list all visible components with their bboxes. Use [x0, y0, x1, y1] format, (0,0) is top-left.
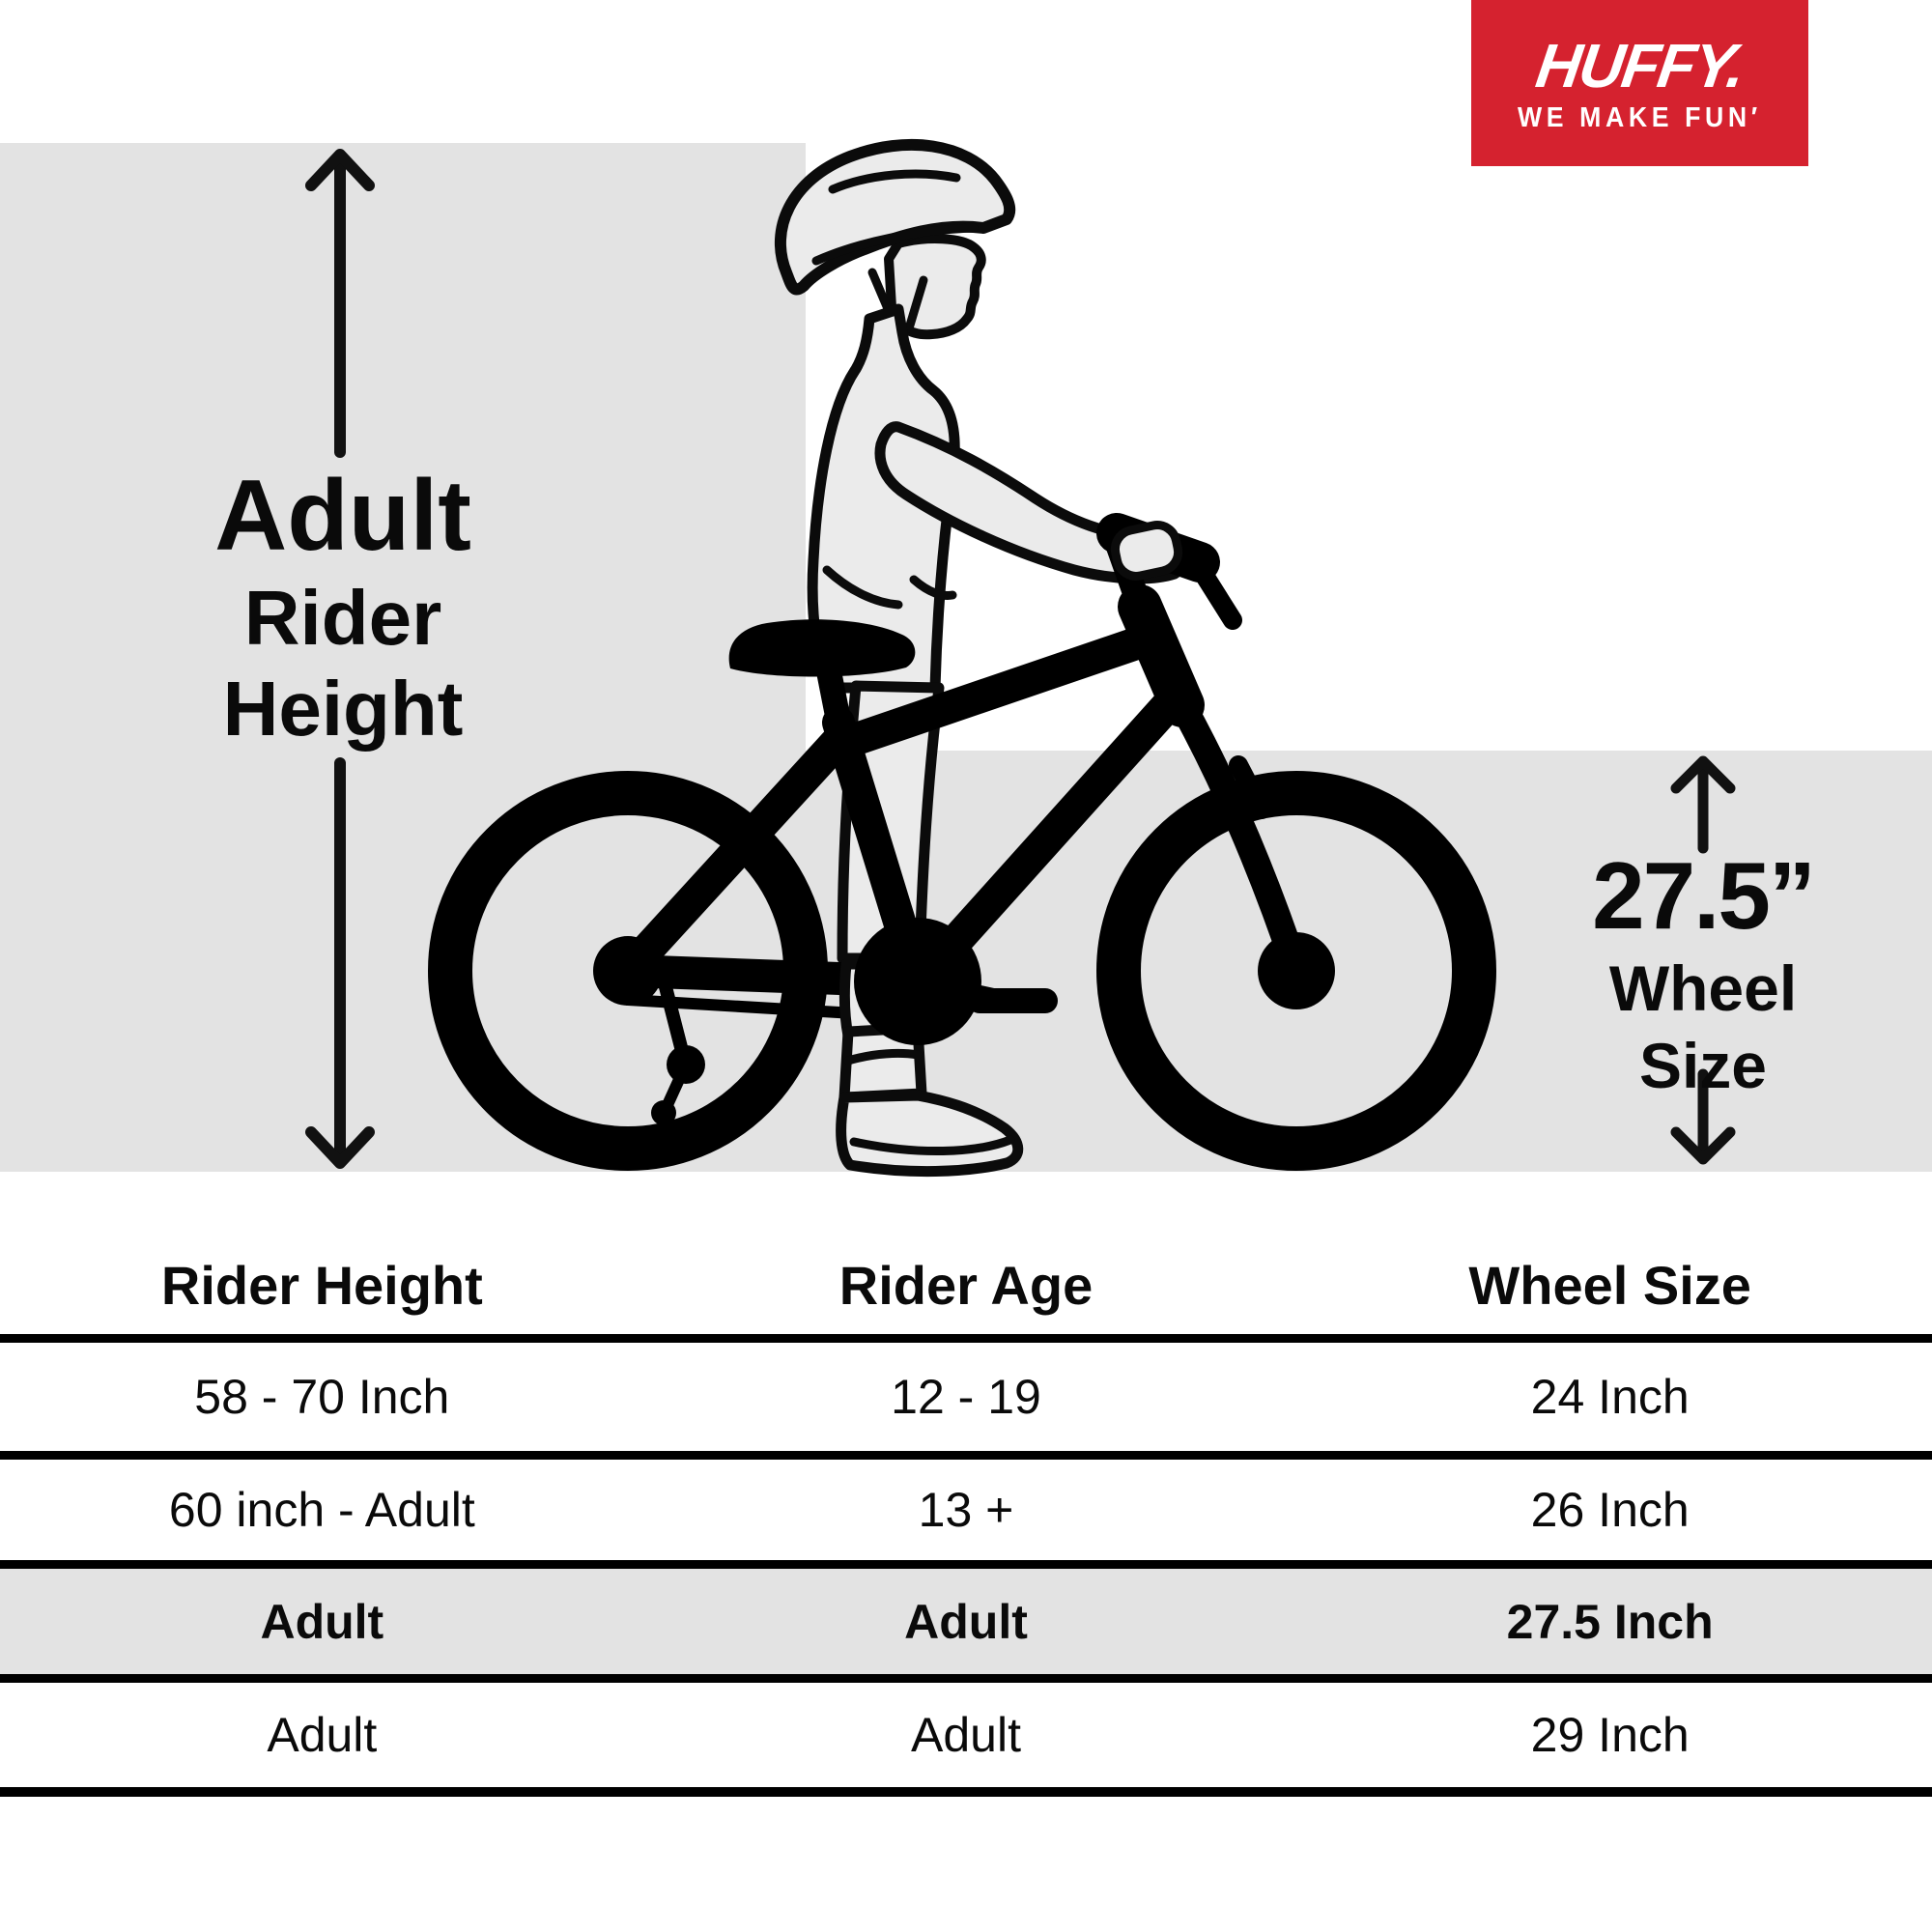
front-fork [1169, 692, 1310, 984]
rider-height-label-line3: Height [222, 666, 464, 752]
wheel-size-double-arrow [1670, 755, 1736, 1165]
table-row: Adult Adult 29 Inch [0, 1683, 1932, 1787]
rider-height-label-line2: Rider [243, 575, 442, 661]
bike-silhouette [428, 513, 1496, 1171]
wheel-size-label: 27.5” Wheel Size [1462, 848, 1932, 1097]
row2-rider-age: 13 + [918, 1483, 1014, 1537]
table-row: 60 inch - Adult 13 + 26 Inch [0, 1460, 1932, 1560]
wheel-size-label-line2: Wheel [1608, 952, 1798, 1024]
table-rule [0, 1334, 1932, 1343]
arrow-up-icon [1670, 755, 1736, 794]
rider-silhouette [774, 138, 1189, 964]
rider-height-double-arrow [305, 149, 375, 1169]
table-header-row: Rider Height Rider Age Wheel Size [0, 1236, 1932, 1334]
crank-and-pedal [854, 918, 1058, 1045]
bike-frame [611, 621, 1193, 998]
row4-rider-height: Adult [267, 1708, 378, 1762]
arrow-down-icon [1670, 1126, 1736, 1165]
table-rule [0, 1451, 1932, 1460]
row4-rider-age: Adult [911, 1708, 1021, 1762]
row3-wheel-size: 27.5 Inch [1506, 1594, 1714, 1649]
huffy-logo: HUFFY. WE MAKE FUN′ [1471, 0, 1808, 166]
rider-height-label-line1: Adult [214, 460, 471, 572]
bike-seat [728, 619, 916, 677]
arrow-down-icon [305, 1126, 375, 1169]
huffy-logo-wordmark: HUFFY. [1531, 30, 1748, 100]
row4-wheel-size: 29 Inch [1530, 1708, 1690, 1762]
table-row: 58 - 70 Inch 12 - 19 24 Inch [0, 1343, 1932, 1451]
row1-wheel-size: 24 Inch [1530, 1370, 1690, 1424]
rider-hand [1110, 521, 1183, 581]
wheel-size-label-line3: Size [1638, 1030, 1768, 1101]
row3-rider-age: Adult [904, 1594, 1028, 1649]
row2-rider-height: 60 inch - Adult [168, 1483, 475, 1537]
header-wheel-size: Wheel Size [1468, 1255, 1751, 1316]
header-rider-age: Rider Age [838, 1255, 1094, 1316]
row1-rider-age: 12 - 19 [891, 1370, 1041, 1424]
huffy-logo-tagline: WE MAKE FUN′ [1518, 101, 1762, 133]
table-rule [0, 1787, 1932, 1797]
row3-rider-height: Adult [260, 1594, 384, 1649]
arrow-up-icon [305, 149, 375, 191]
wheel-size-value: 27.5” [1592, 842, 1816, 949]
row2-wheel-size: 26 Inch [1530, 1483, 1690, 1537]
table-rule [0, 1674, 1932, 1683]
table-row-highlighted: Adult Adult 27.5 Inch [0, 1569, 1932, 1674]
front-wheel [1096, 771, 1496, 1171]
size-chart-table: Rider Height Rider Age Wheel Size 58 - 7… [0, 1236, 1932, 1797]
table-rule [0, 1560, 1932, 1569]
header-rider-height: Rider Height [160, 1255, 483, 1316]
rider-shoe [836, 1090, 1024, 1178]
row1-rider-height: 58 - 70 Inch [194, 1370, 450, 1424]
rider-height-label: Adult Rider Height [92, 466, 594, 748]
